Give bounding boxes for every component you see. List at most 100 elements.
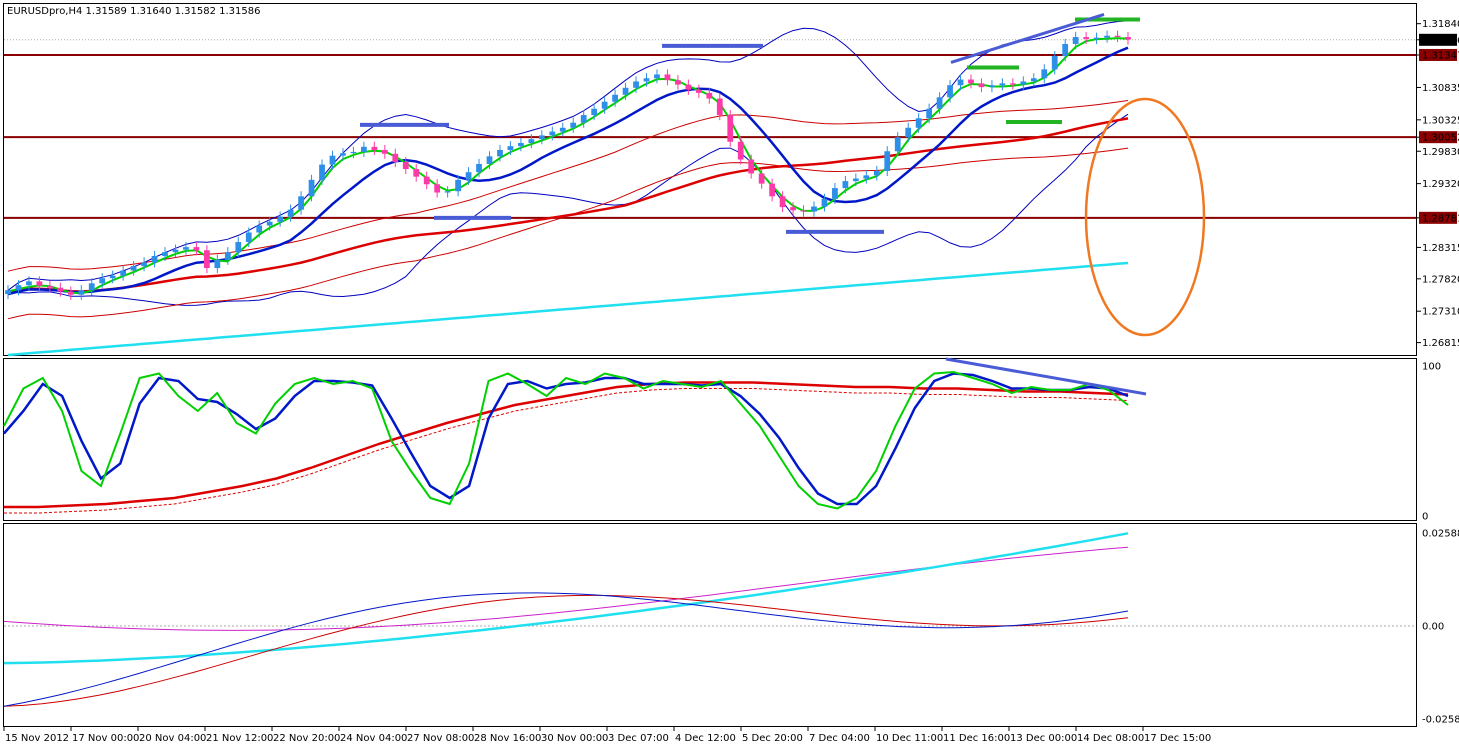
time-tick-label: 11 Dec 16:00 [943,733,1010,744]
candle-body [821,198,828,207]
price-tick-label: 1.30325 [1422,115,1459,126]
price-tag-box [1419,211,1457,224]
time-tick-label: 14 Dec 08:00 [1077,733,1144,744]
candle-body [402,162,409,170]
candle-body [413,169,420,177]
support-resistance-lines [4,53,1416,219]
time-tick-label: 17 Nov 00:00 [72,733,139,744]
candle-body [664,74,671,81]
oscillator-lines [3,532,1416,707]
time-tick-label: 13 Dec 00:00 [1010,733,1077,744]
candle-body [612,94,618,102]
candle-body [340,153,346,156]
envelope-upper-line [7,100,1129,272]
candle-body [926,108,932,119]
candle-body [423,176,430,185]
candle-body [507,146,514,150]
candle-body [162,252,168,256]
candle-body [643,78,650,82]
price-tick-label: 1.31347 [1422,50,1459,61]
candle-body [46,285,53,288]
candle-body [580,115,587,123]
candle-body [172,249,179,253]
time-tick-label: 22 Nov 20:00 [273,733,340,744]
candle-body [1072,37,1079,44]
candle-body [392,153,399,163]
candle-body [204,250,210,269]
candle-body [224,252,231,260]
candle-body [141,262,147,267]
candle-body [120,270,127,276]
candle-body [36,281,43,286]
oscillator-pane[interactable] [3,523,1417,727]
time-tick-label: 21 Nov 12:00 [206,733,273,744]
oscillator-signal-line [3,594,1129,707]
candle-body [308,179,315,197]
time-axis-ticks: 15 Nov 2012 17 Nov 00:00 20 Nov 04:00 21 No… [3,727,1211,744]
candle-body [905,127,912,138]
time-tick-label: 7 Dec 04:00 [809,733,870,744]
candle-body [549,131,556,136]
candle-body [727,115,734,142]
price-pane[interactable] [3,3,1417,356]
stochastic-trendline[interactable] [945,357,1147,396]
candle-body [654,74,660,79]
candle-body [811,206,817,212]
price-trendline[interactable] [950,13,1105,64]
price-tick-label: 1.30052 [1422,133,1459,144]
candle-body [800,210,807,212]
candle-body [675,80,681,85]
candle-body [486,156,493,164]
time-tick-label: 28 Nov 16:00 [474,733,541,744]
time-tick-label: 4 Dec 12:00 [675,733,736,744]
candle-body [894,137,901,152]
stochastic-slow-signal [4,388,1129,514]
candle-body [758,173,765,184]
candle-body [947,85,953,98]
price-tick-label: 1.31586 [1422,35,1459,46]
candle-body [183,247,189,250]
candle-body [999,83,1006,86]
candle-body [193,247,200,251]
candle-body [622,87,629,95]
medium-moving-average [7,46,1129,296]
candle-body [266,221,273,226]
price-tag-box [1419,48,1457,61]
candle-body [1020,81,1027,85]
chart-title: EURUSDpro,H4 1.31589 1.31640 1.31582 1.3… [7,6,261,17]
candle-body [1062,43,1069,57]
candle-body [570,122,577,128]
time-tick-label: 17 Dec 15:00 [1144,733,1211,744]
price-tick-label: 1.29320 [1422,179,1459,190]
price-axis-ticks: 1.31840 1.31586 1.31347 1.30835 1.30325 1.300… [1416,19,1459,349]
highlight-ellipse[interactable] [1084,97,1206,337]
candle-body [559,127,566,132]
candle-body [769,183,775,197]
candle-body [915,118,922,128]
candle-body [779,196,786,208]
candle-body [518,143,524,147]
candle-body [706,92,713,99]
candle-body [371,146,378,150]
candle-body [863,175,870,179]
candle-body [476,163,482,173]
stochastic-pane[interactable] [3,358,1417,521]
candle-body [1041,69,1048,79]
candle-body [151,255,158,263]
candle-body [67,291,74,295]
candle-body [1030,78,1037,82]
candle-body [497,149,503,157]
price-tick-label: 1.30835 [1422,83,1459,94]
candle-body [455,179,461,192]
candle-body [737,141,744,160]
candle-body [873,170,880,176]
stochastic-slow-line [4,381,1129,509]
stochastic-lines [3,357,1147,514]
candle-body [465,172,472,180]
candle-body [832,188,838,199]
price-tag-box [1419,33,1457,46]
oscillator-tick-label: -0.02588 [1422,715,1459,726]
candle-body [1093,37,1100,39]
candle-body [256,225,263,233]
